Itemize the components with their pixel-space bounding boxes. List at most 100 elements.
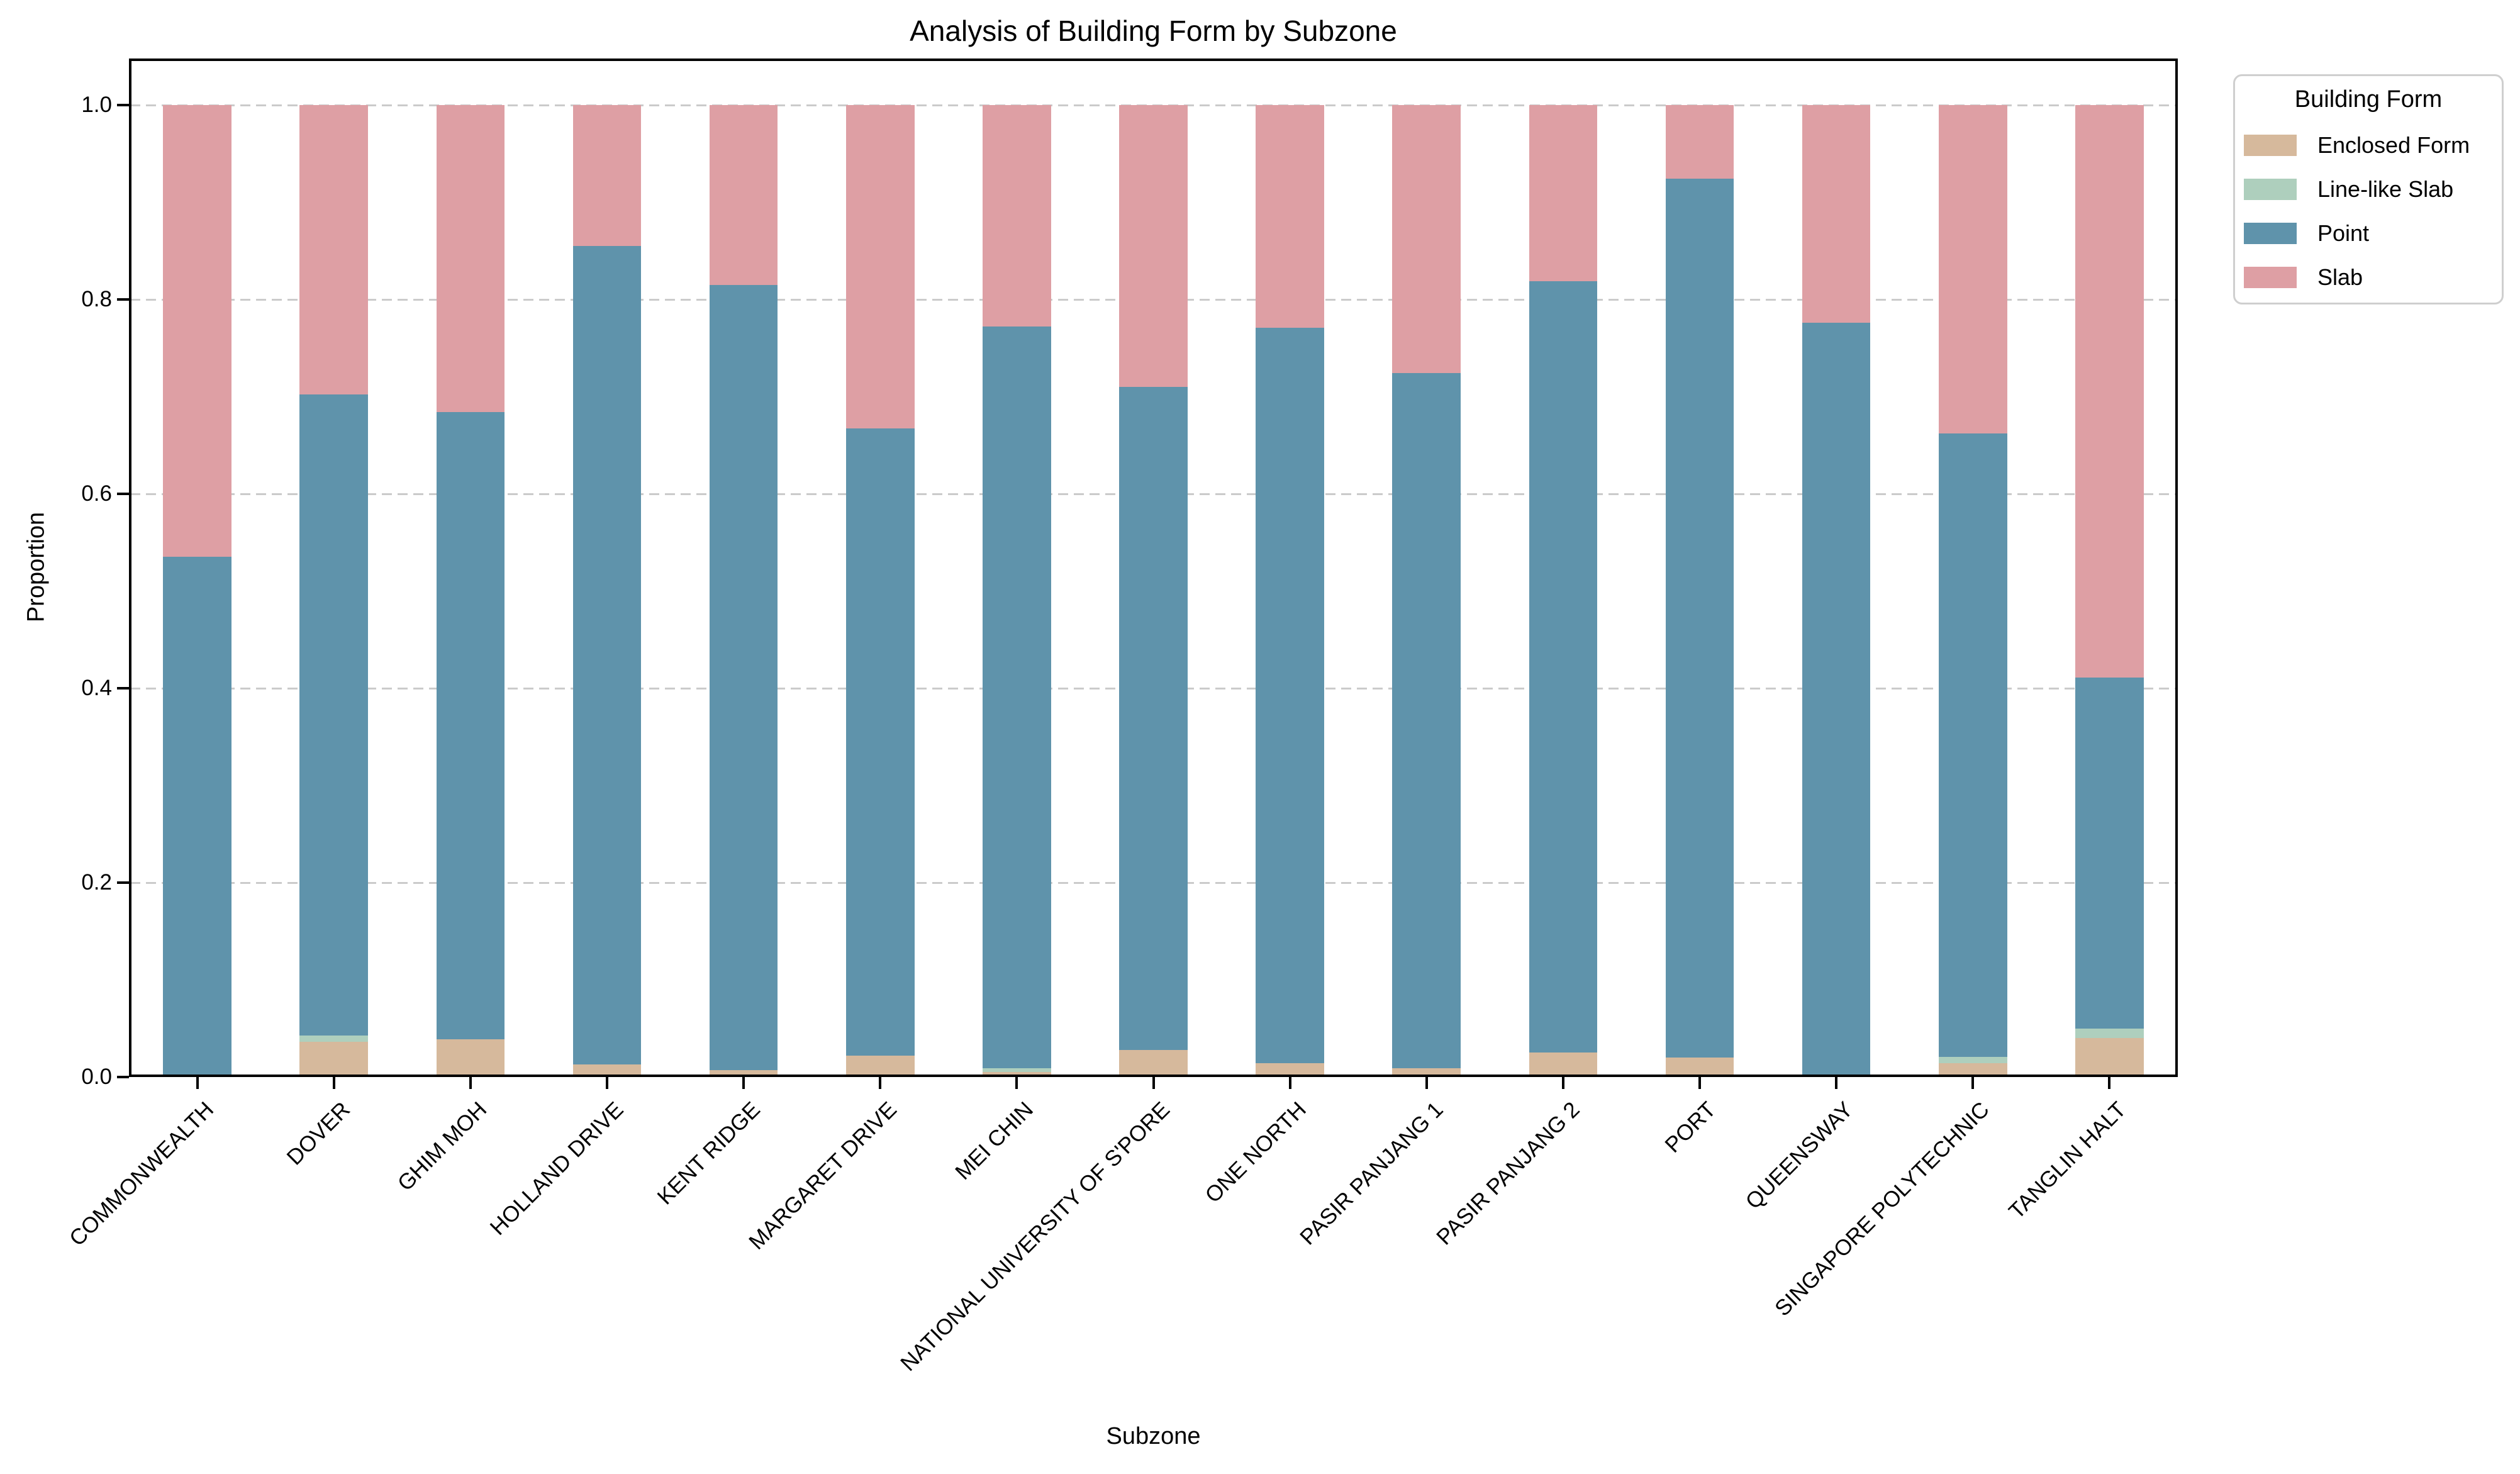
- bar-segment-pasir-panjang-2-enclosed-form: [1529, 1052, 1598, 1077]
- bar-segment-dover-line-like-slab: [299, 1035, 368, 1042]
- x-tick-mark-5: [742, 1077, 745, 1089]
- bar-segment-tanglin-halt-slab: [2075, 105, 2144, 678]
- bar-segment-national-university-of-s-pore-point: [1119, 387, 1188, 1050]
- bar-segment-commonwealth-point: [163, 557, 231, 1077]
- x-tick-label: HOLLAND DRIVE: [485, 1097, 628, 1241]
- y-tick-label-0.2: 0.2: [81, 870, 112, 895]
- y-tick-mark-0.2: [117, 881, 129, 884]
- y-tick-mark-0.0: [117, 1076, 129, 1078]
- bar-segment-holland-drive-enclosed-form: [572, 1064, 642, 1077]
- legend-item-slab: Slab: [2235, 255, 2502, 299]
- x-tick-mark-14: [1971, 1077, 1975, 1089]
- x-tick-mark-2: [332, 1077, 335, 1089]
- bar-segment-commonwealth-slab: [163, 105, 231, 557]
- x-tick-label: QUEENSWAY: [1741, 1097, 1858, 1214]
- bar-segment-tanglin-halt-enclosed-form: [2075, 1038, 2144, 1077]
- bar-segment-mei-chin-enclosed-form: [983, 1072, 1051, 1077]
- bar-segment-one-north-point: [1256, 327, 1324, 1064]
- bar-segment-singapore-polytechnic-enclosed-form: [1939, 1063, 2007, 1077]
- x-tick-mark-11: [1561, 1077, 1564, 1089]
- bar-segment-kent-ridge-point: [709, 284, 778, 1071]
- bar-segment-pasir-panjang-1-point: [1392, 373, 1461, 1069]
- x-tick-label: ONE NORTH: [1200, 1097, 1312, 1208]
- x-tick-mark-4: [605, 1077, 608, 1089]
- x-tick-label: PORT: [1660, 1097, 1721, 1158]
- bar-segment-singapore-polytechnic-point: [1939, 433, 2007, 1057]
- x-tick-label: SINGAPORE POLYTECHNIC: [1770, 1097, 1994, 1321]
- x-tick-label: GHIM MOH: [393, 1097, 492, 1196]
- legend-swatch-line-like-slab: [2244, 179, 2297, 200]
- y-tick-mark-0.8: [117, 298, 129, 301]
- legend-label: Slab: [2317, 264, 2363, 290]
- legend-label: Line-like Slab: [2317, 176, 2454, 202]
- bar-segment-holland-drive-slab: [572, 105, 642, 247]
- bar-segment-tanglin-halt-line-like-slab: [2075, 1028, 2144, 1039]
- x-tick-label: MEI CHIN: [950, 1097, 1038, 1185]
- x-tick-mark-1: [196, 1077, 199, 1089]
- legend-swatch-enclosed-form: [2244, 135, 2297, 156]
- x-tick-mark-12: [1698, 1077, 1702, 1089]
- x-tick-mark-3: [469, 1077, 472, 1089]
- y-tick-mark-1.0: [117, 104, 129, 106]
- x-tick-label: NATIONAL UNIVERSITY OF S'PORE: [896, 1097, 1175, 1376]
- x-tick-label: TANGLIN HALT: [2004, 1097, 2131, 1224]
- bar-segment-pasir-panjang-1-enclosed-form: [1392, 1068, 1461, 1077]
- bar-segment-dover-slab: [299, 105, 368, 395]
- bar-segment-queensway-slab: [1802, 105, 1871, 323]
- bar-segment-pasir-panjang-2-slab: [1529, 105, 1598, 281]
- x-axis-label: Subzone: [1106, 1423, 1201, 1449]
- bar-segment-port-point: [1665, 179, 1734, 1058]
- legend-swatch-slab: [2244, 267, 2297, 288]
- bar-segment-dover-enclosed-form: [299, 1042, 368, 1077]
- y-tick-mark-0.6: [117, 493, 129, 495]
- bar-segment-national-university-of-s-pore-enclosed-form: [1119, 1049, 1188, 1077]
- bar-segment-ghim-moh-slab: [436, 105, 505, 413]
- legend-label: Enclosed Form: [2317, 132, 2470, 158]
- bar-segment-port-slab: [1665, 105, 1734, 179]
- bar-segment-one-north-slab: [1256, 105, 1324, 328]
- bar-segment-pasir-panjang-1-slab: [1392, 105, 1461, 374]
- bar-segment-national-university-of-s-pore-slab: [1119, 105, 1188, 388]
- bar-segment-one-north-enclosed-form: [1256, 1063, 1324, 1077]
- legend-title: Building Form: [2294, 86, 2443, 113]
- bar-segment-dover-point: [299, 394, 368, 1036]
- bar-segment-singapore-polytechnic-line-like-slab: [1939, 1056, 2007, 1064]
- bar-segment-pasir-panjang-2-point: [1529, 281, 1598, 1053]
- x-tick-label: PASIR PANJANG 1: [1295, 1097, 1448, 1250]
- bar-segment-margaret-drive-slab: [845, 105, 915, 429]
- bar-segment-holland-drive-point: [572, 246, 642, 1064]
- y-tick-label-0.6: 0.6: [81, 481, 112, 506]
- bar-segment-margaret-drive-point: [845, 428, 915, 1056]
- legend-item-enclosed-form: Enclosed Form: [2235, 123, 2502, 167]
- legend-swatch-point: [2244, 223, 2297, 244]
- x-tick-mark-10: [1425, 1077, 1428, 1089]
- bar-segment-mei-chin-point: [983, 327, 1051, 1069]
- x-tick-label: PASIR PANJANG 2: [1431, 1097, 1585, 1250]
- bar-segment-kent-ridge-slab: [709, 105, 778, 285]
- legend-item-point: Point: [2235, 211, 2502, 255]
- bar-segment-queensway-point: [1802, 323, 1871, 1077]
- bar-segment-port-enclosed-form: [1665, 1058, 1734, 1077]
- y-tick-label-0.8: 0.8: [81, 287, 112, 311]
- x-tick-mark-9: [1288, 1077, 1291, 1089]
- bar-segment-tanglin-halt-point: [2075, 678, 2144, 1029]
- legend-label: Point: [2317, 220, 2370, 246]
- y-tick-mark-0.4: [117, 687, 129, 690]
- y-tick-label-0.0: 0.0: [81, 1064, 112, 1089]
- legend: Building Form Enclosed Form Line-like Sla…: [2233, 74, 2504, 304]
- bar-segment-mei-chin-line-like-slab: [983, 1068, 1051, 1073]
- y-axis-label: Proportion: [23, 511, 50, 623]
- x-tick-label: KENT RIDGE: [652, 1097, 765, 1210]
- x-tick-mark-7: [1015, 1077, 1018, 1089]
- bar-segment-ghim-moh-point: [436, 412, 505, 1039]
- bar-segment-singapore-polytechnic-slab: [1939, 105, 2007, 434]
- bar-segment-mei-chin-slab: [983, 105, 1051, 327]
- x-tick-mark-15: [2108, 1077, 2111, 1089]
- y-tick-label-1.0: 1.0: [81, 92, 112, 117]
- bar-segment-ghim-moh-enclosed-form: [436, 1039, 505, 1077]
- x-tick-label: MARGARET DRIVE: [744, 1097, 901, 1254]
- bar-segment-margaret-drive-enclosed-form: [845, 1056, 915, 1077]
- x-tick-mark-6: [879, 1077, 882, 1089]
- x-tick-label: DOVER: [282, 1097, 355, 1170]
